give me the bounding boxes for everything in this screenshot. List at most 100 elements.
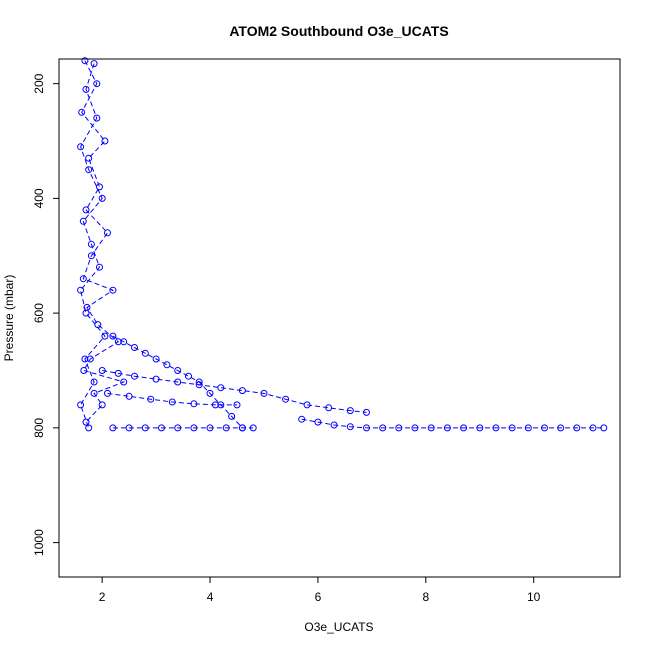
data-point [206, 389, 214, 397]
data-point [101, 137, 109, 145]
data-point [98, 401, 106, 409]
data-point [98, 367, 106, 374]
data-point [379, 424, 387, 432]
data-point [96, 183, 103, 191]
series-line-0 [81, 60, 126, 423]
data-point [395, 424, 403, 432]
data-point [93, 114, 101, 122]
data-point [79, 217, 87, 225]
y-tick-label: 800 [32, 418, 46, 438]
y-axis-label: Pressure (mbar) [2, 275, 16, 362]
data-point [77, 286, 85, 294]
data-point [125, 424, 133, 432]
y-tick-label: 1000 [32, 529, 46, 556]
data-point [90, 60, 98, 68]
data-point [524, 424, 532, 432]
series-line-1 [80, 63, 106, 429]
x-axis: 2 4 6 8 10 [99, 577, 541, 604]
data-point [78, 108, 86, 116]
data-point [363, 424, 370, 432]
data-point [185, 372, 192, 380]
x-axis-label: O3e_UCATS [304, 620, 373, 634]
x-tick-label: 2 [99, 590, 106, 604]
y-tick-label: 200 [32, 73, 46, 93]
data-point [163, 361, 171, 369]
data-point [85, 166, 93, 174]
plot-frame [58, 58, 621, 578]
data-point [589, 424, 597, 432]
data-point [109, 424, 117, 432]
data-point [411, 424, 419, 432]
data-point [211, 401, 219, 409]
data-point [152, 375, 160, 383]
data-point [282, 395, 290, 403]
data-point [79, 275, 87, 283]
data-point [147, 395, 155, 403]
data-point [96, 263, 103, 271]
data-point [77, 143, 85, 151]
data-point [206, 424, 214, 432]
data-point [508, 424, 516, 432]
data-point [298, 415, 306, 423]
data-point [443, 424, 451, 432]
data-point [346, 407, 354, 415]
data-point [81, 355, 89, 363]
data-point [152, 355, 160, 363]
data-point [120, 378, 128, 386]
data-point [217, 384, 225, 392]
data-point [98, 194, 106, 202]
data-point [325, 404, 333, 412]
data-point [174, 424, 182, 432]
data-point [104, 229, 111, 237]
data-point [85, 154, 93, 162]
data-point [427, 424, 435, 432]
data-point [82, 309, 90, 317]
data-point [158, 424, 165, 432]
data-point [330, 421, 338, 429]
data-point [90, 389, 98, 397]
data-point [174, 378, 182, 386]
data-point [303, 401, 311, 409]
plot-marks [77, 57, 608, 432]
data-point [233, 401, 241, 409]
data-point [573, 424, 581, 432]
data-point [541, 424, 548, 432]
series-line-4 [107, 392, 237, 406]
y-tick-label: 400 [32, 188, 46, 208]
y-axis: 200 400 600 800 1000 [32, 73, 59, 556]
x-tick-label: 6 [315, 590, 322, 604]
data-point [82, 206, 90, 214]
data-point [476, 424, 484, 432]
data-point [190, 400, 198, 408]
data-point [238, 387, 246, 395]
data-point [174, 367, 182, 374]
data-point [109, 286, 117, 294]
data-point [131, 344, 138, 351]
data-point [363, 408, 370, 416]
data-point [93, 80, 101, 88]
data-point [131, 372, 138, 380]
data-point [190, 424, 198, 432]
y-tick-label: 600 [32, 303, 46, 323]
data-point [80, 367, 88, 374]
data-point [228, 412, 236, 420]
x-tick-label: 4 [207, 590, 214, 604]
data-point [109, 332, 117, 340]
data-point [249, 424, 257, 432]
data-point [87, 252, 95, 260]
data-point [81, 57, 89, 65]
data-point [114, 338, 122, 346]
data-point [492, 424, 500, 432]
data-point [114, 369, 122, 377]
data-point [557, 424, 565, 432]
data-point [141, 424, 149, 432]
x-tick-label: 8 [422, 590, 429, 604]
data-point [101, 332, 109, 340]
data-point [238, 424, 246, 432]
data-point [86, 355, 94, 363]
data-point [314, 418, 322, 426]
data-point [600, 424, 608, 432]
data-point [82, 418, 90, 426]
